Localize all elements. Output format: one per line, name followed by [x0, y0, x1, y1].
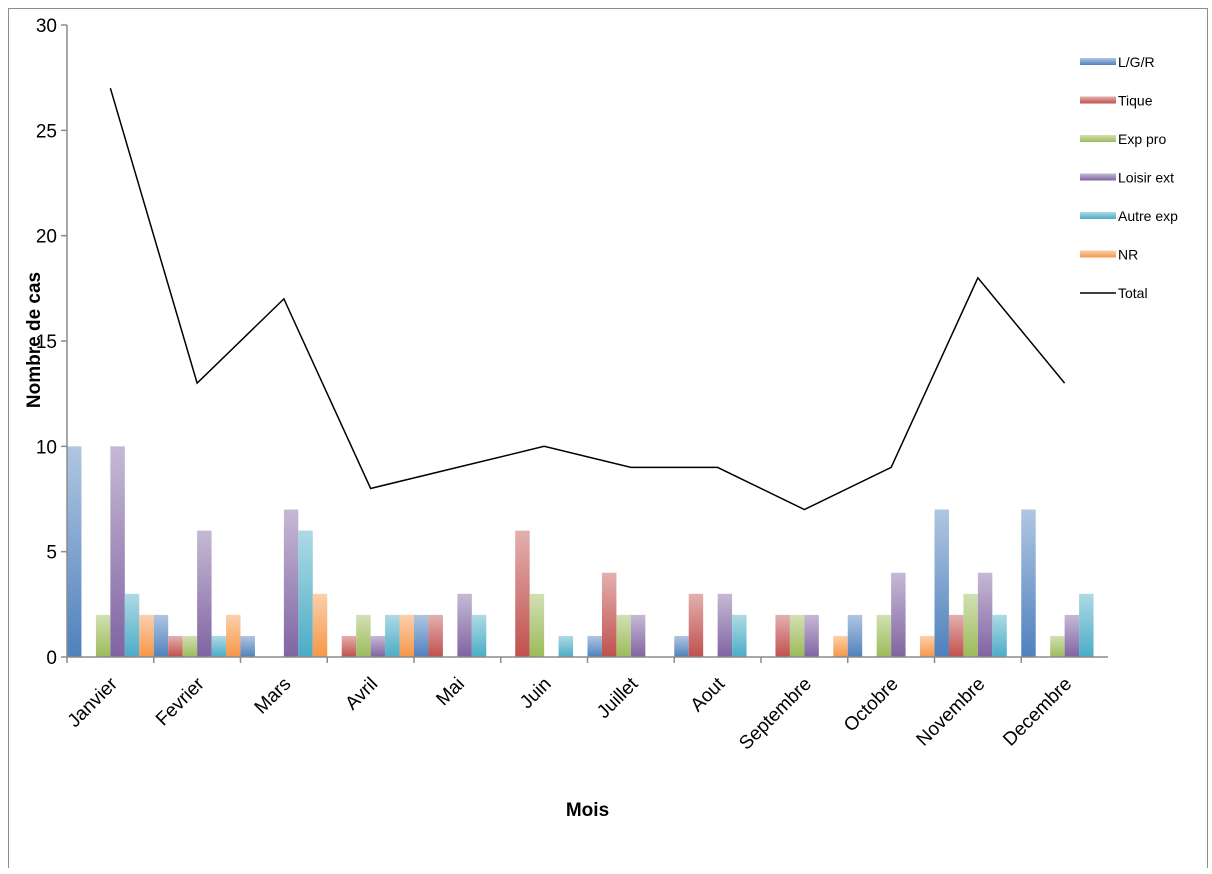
bar-l-g-r-decembre — [1021, 509, 1036, 657]
bar-autre-exp-aout — [732, 614, 747, 657]
y-ticks: 0 5 10 15 20 25 30 — [36, 16, 67, 669]
bar-exp-pro-juillet — [616, 614, 631, 657]
bar-loisir-ext-octobre — [891, 572, 906, 657]
x-axis-title: Mois — [566, 800, 609, 821]
bar-l-g-r-mai — [414, 614, 429, 657]
x-tick-label-juin: Juin — [516, 674, 555, 713]
bar-tique-avril — [341, 635, 357, 657]
legend-label-nr: NR — [1118, 247, 1138, 263]
bar-exp-pro-juin — [529, 593, 545, 657]
bar-nr-fevrier — [226, 614, 241, 657]
x-tick-label-janvier: Janvier — [64, 673, 123, 732]
bar-autre-exp-decembre — [1079, 593, 1094, 657]
bar-exp-pro-janvier — [95, 614, 111, 657]
x-tick-label-mai: Mai — [432, 674, 469, 711]
bar-nr-octobre — [920, 635, 935, 657]
bar-autre-exp-mai — [471, 614, 487, 657]
x-tick-label-mars: Mars — [251, 674, 296, 719]
bar-loisir-ext-avril — [370, 635, 386, 657]
bar-nr-janvier — [139, 614, 154, 657]
bar-autre-exp-novembre — [992, 614, 1007, 657]
bar-loisir-ext-fevrier — [197, 530, 212, 657]
bar-tique-juillet — [601, 572, 617, 657]
bar-tique-fevrier — [168, 635, 183, 657]
bar-l-g-r-novembre — [934, 509, 949, 657]
bar-autre-exp-fevrier — [211, 635, 227, 657]
bar-loisir-ext-mai — [457, 593, 472, 657]
bar-l-g-r-mars — [240, 635, 255, 657]
y-tick-label: 25 — [36, 121, 57, 142]
bar-loisir-ext-janvier — [110, 446, 125, 657]
bar-loisir-ext-novembre — [977, 572, 993, 657]
series-line-total — [109, 87, 1066, 511]
bar-nr-mars — [312, 593, 328, 657]
bar-exp-pro-novembre — [963, 593, 978, 657]
y-tick-label: 5 — [46, 543, 57, 564]
x-tick-label-novembre: Novembre — [913, 674, 990, 751]
bar-autre-exp-mars — [298, 530, 313, 657]
bar-nr-septembre — [833, 635, 848, 657]
bar-autre-exp-janvier — [124, 593, 140, 657]
legend-swatch-exp-pro — [1080, 135, 1116, 142]
legend-swatch-autre-exp — [1080, 212, 1116, 219]
bar-l-g-r-juillet — [587, 635, 602, 657]
x-tick-label-fevrier: Fevrier — [152, 673, 209, 730]
legend-label-loisir-ext: Loisir ext — [1118, 170, 1174, 186]
bar-tique-septembre — [775, 614, 790, 657]
bar-exp-pro-septembre — [789, 614, 805, 657]
y-tick-label: 30 — [36, 16, 57, 37]
bar-loisir-ext-septembre — [804, 614, 819, 657]
bar-exp-pro-decembre — [1050, 635, 1065, 657]
bar-autre-exp-juin — [558, 635, 574, 657]
x-tick-label-juillet: Juillet — [593, 673, 643, 723]
bar-l-g-r-aout — [674, 635, 689, 657]
bar-loisir-ext-decembre — [1064, 614, 1080, 657]
legend-label-total: Total — [1118, 285, 1148, 301]
legend-label-autre-exp: Autre exp — [1118, 208, 1178, 224]
y-tick-label: 15 — [36, 332, 57, 353]
legend: L/G/R Tique Exp pro Loisir ext Autre exp NR To… — [1080, 54, 1178, 301]
x-tick-label-aout: Aout — [687, 673, 730, 716]
x-tick-label-octobre: Octobre — [840, 674, 903, 737]
chart-frame — [8, 8, 1208, 868]
bar-l-g-r-janvier — [67, 446, 82, 657]
bar-autre-exp-avril — [385, 614, 400, 657]
x-tick-label-decembre: Decembre — [999, 674, 1076, 751]
y-tick-label: 0 — [46, 648, 57, 669]
y-tick-label: 20 — [36, 227, 57, 248]
y-axis-title: Nombre de cas — [24, 272, 45, 408]
legend-label-exp-pro: Exp pro — [1118, 131, 1166, 147]
legend-swatch-l-g-r — [1080, 58, 1116, 65]
bar-tique-aout — [688, 593, 704, 657]
bar-loisir-ext-mars — [283, 509, 299, 657]
legend-label-tique: Tique — [1118, 93, 1153, 109]
bars-layer — [67, 446, 1094, 657]
bar-exp-pro-fevrier — [182, 635, 198, 657]
bar-tique-mai — [428, 614, 443, 657]
bar-loisir-ext-aout — [717, 593, 733, 657]
legend-label-l-g-r: L/G/R — [1118, 54, 1155, 70]
bar-loisir-ext-juillet — [630, 614, 646, 657]
bar-tique-juin — [515, 530, 530, 657]
legend-swatch-nr — [1080, 250, 1116, 258]
x-tick-label-septembre: Septembre — [735, 674, 816, 755]
x-tick-label-avril: Avril — [341, 674, 382, 715]
bar-exp-pro-octobre — [876, 614, 892, 657]
bar-nr-avril — [399, 614, 414, 657]
bar-exp-pro-avril — [356, 614, 371, 657]
legend-swatch-tique — [1080, 96, 1116, 104]
bar-l-g-r-fevrier — [153, 614, 169, 657]
bar-l-g-r-octobre — [847, 614, 863, 657]
y-tick-label: 10 — [36, 437, 57, 458]
bar-tique-novembre — [948, 614, 964, 657]
legend-swatch-loisir-ext — [1080, 173, 1116, 181]
x-tick-labels: Janvier Fevrier Mars Avril Mai Juin Juillet Aou… — [64, 657, 1076, 754]
